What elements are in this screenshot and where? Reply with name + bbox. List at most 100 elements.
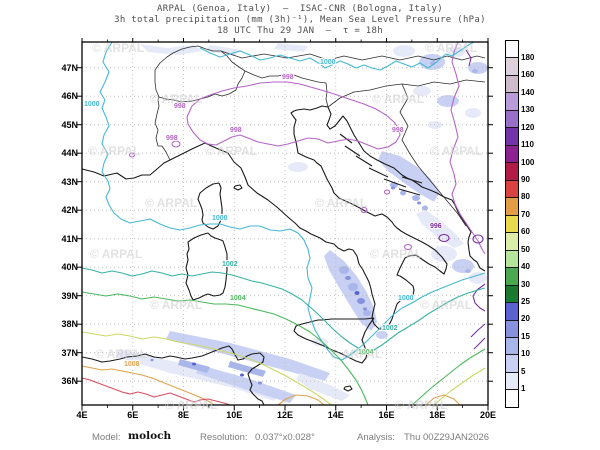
- colorbar-segment: [506, 267, 518, 285]
- isobar-1004: [81, 291, 369, 406]
- colorbar-label: 10: [521, 349, 530, 359]
- colorbar-label: 5: [521, 366, 526, 376]
- resolution-label: Resolution:: [200, 432, 248, 443]
- precip-area: [339, 266, 349, 274]
- title-line-3: 18 UTC Thu 29 JAN – τ = 18h: [217, 26, 383, 36]
- isobar-1008: [425, 394, 461, 406]
- coastline: [368, 167, 389, 178]
- isobar-996: [472, 234, 484, 244]
- colorbar-segment: [506, 127, 518, 145]
- coastline: [81, 345, 265, 406]
- isobar-1004: [411, 348, 486, 406]
- isobar-996: [465, 49, 472, 67]
- isobar-label: 998: [174, 103, 186, 110]
- lat-label: 43N: [61, 176, 78, 187]
- colorbar-label: 110: [521, 140, 534, 150]
- isobar-label: 1004: [230, 295, 246, 302]
- isobar-label: 998: [230, 127, 242, 134]
- isobar-label: 998: [166, 135, 178, 142]
- colorbar-segment: [506, 41, 518, 58]
- lon-label: 12E: [276, 410, 293, 420]
- isobar-label: 996: [430, 223, 442, 230]
- lon-label: 18E: [429, 410, 446, 420]
- lat-label: 46N: [61, 91, 78, 102]
- isobar-label: 1004: [358, 349, 374, 356]
- colorbar-label: 15: [521, 331, 530, 341]
- lon-label: 20E: [479, 410, 496, 420]
- isobar-1000: [199, 41, 475, 71]
- isobar-998: [403, 243, 413, 251]
- title-line-2: 3h total precipitation (mm (3h)⁻¹), Mean…: [114, 15, 486, 25]
- colorbar-label: 70: [521, 209, 530, 219]
- colorbar-segment: [506, 92, 518, 110]
- lon-label: 10E: [226, 410, 243, 420]
- precip-area: [140, 44, 202, 55]
- colorbar-segment: [506, 179, 518, 198]
- precip-area: [437, 95, 459, 107]
- isobar-1000: [99, 41, 486, 361]
- precip-area: [192, 362, 196, 366]
- isobar-label: 1000: [398, 295, 414, 302]
- lon-label: 14E: [327, 410, 344, 420]
- colorbar-segment: [506, 371, 518, 390]
- colorbar-segment: [506, 232, 518, 250]
- lat-label: 37N: [61, 347, 78, 358]
- precip-area: [412, 195, 420, 201]
- isobar-996: [472, 283, 486, 312]
- isobar-label: 1000: [84, 101, 100, 108]
- colorbar-segment: [506, 109, 518, 128]
- isobar-998: [186, 81, 401, 150]
- colorbar-label: 180: [521, 52, 535, 62]
- coastline: [355, 155, 373, 167]
- colorbar-label: 130: [521, 105, 535, 115]
- colorbar-segment: [506, 249, 518, 268]
- isobar-998: [128, 152, 136, 158]
- precip-area: [422, 205, 428, 211]
- precip-area: [116, 349, 280, 401]
- colorbar-segment: [506, 214, 518, 233]
- lon-label: 4E: [76, 410, 88, 420]
- coastline: [293, 317, 375, 364]
- colorbar: [505, 40, 519, 408]
- isobar-label: 1002: [222, 261, 238, 268]
- colorbar-label: 90: [521, 174, 530, 184]
- title-line-1: ARPAL (Genoa, Italy) – ISAC-CNR (Bologna…: [157, 4, 443, 14]
- country-border: [154, 45, 246, 103]
- isobar-label: 1000: [320, 59, 336, 66]
- coastline: [197, 182, 223, 230]
- colorbar-label: 1: [521, 384, 526, 394]
- colorbar-label: 40: [521, 262, 530, 272]
- model-label: Model:: [92, 432, 121, 443]
- precip-area: [274, 43, 308, 52]
- analysis-value: Thu 00Z29JAN2026: [404, 432, 490, 443]
- precip-area: [378, 151, 440, 202]
- colorbar-label: 20: [521, 314, 530, 324]
- country-border: [399, 83, 467, 227]
- precip-area: [413, 86, 431, 96]
- isobar-1008: [277, 394, 325, 406]
- precip-area: [324, 250, 377, 331]
- precip-area: [228, 361, 266, 377]
- isobar-label: 998: [282, 74, 294, 81]
- colorbar-label: 25: [521, 296, 530, 306]
- colorbar-segment: [506, 284, 518, 303]
- coastline: [81, 105, 448, 330]
- precip-area: [416, 210, 464, 248]
- colorbar-segment: [506, 389, 518, 407]
- precip-area: [363, 310, 371, 316]
- precip-area: [345, 276, 351, 280]
- precip-area: [391, 186, 395, 190]
- coastline: [185, 232, 228, 301]
- isobar-1010: [81, 377, 231, 406]
- lat-label: 39N: [61, 290, 78, 301]
- colorbar-label: 140: [521, 87, 535, 97]
- precip-area: [447, 47, 465, 57]
- resolution-value: 0.037°x0.028°: [255, 432, 315, 443]
- lon-label: 16E: [378, 410, 395, 420]
- lon-label: 6E: [127, 410, 139, 420]
- lat-label: 45N: [61, 119, 78, 130]
- isobar-1006: [81, 331, 333, 406]
- precip-area: [465, 108, 481, 118]
- isobar-1002: [81, 267, 486, 352]
- precip-area: [393, 45, 415, 57]
